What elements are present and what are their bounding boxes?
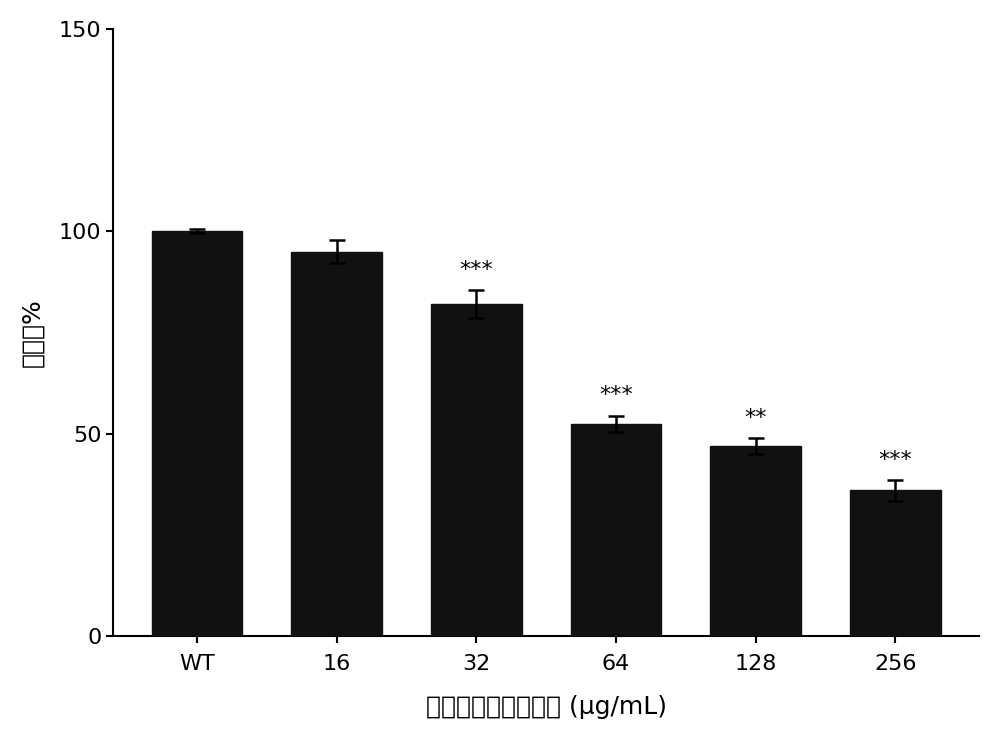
Text: ***: *** bbox=[878, 450, 912, 470]
Y-axis label: 粘附率%: 粘附率% bbox=[21, 298, 45, 367]
Bar bbox=[850, 491, 941, 636]
Bar bbox=[710, 446, 801, 636]
Bar bbox=[291, 252, 382, 636]
Text: ***: *** bbox=[459, 260, 493, 280]
Text: **: ** bbox=[744, 408, 767, 428]
Bar bbox=[152, 232, 242, 636]
Bar bbox=[431, 304, 522, 636]
Bar bbox=[571, 424, 661, 636]
Text: ***: *** bbox=[599, 386, 633, 406]
X-axis label: 穗花杉双黄酮的浓度 (μg/mL): 穗花杉双黄酮的浓度 (μg/mL) bbox=[426, 695, 667, 719]
